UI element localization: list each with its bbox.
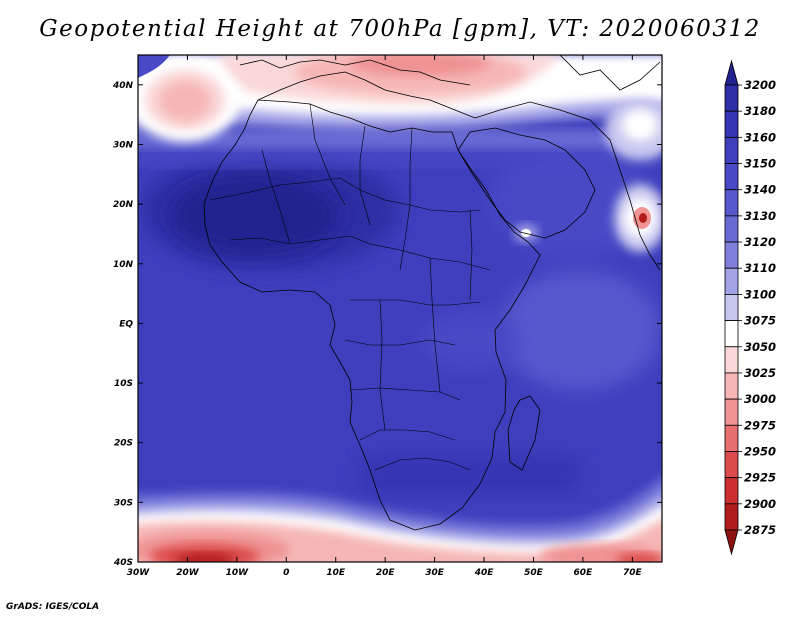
colorbar-segment xyxy=(724,529,739,556)
latitude-ticks: 40N 30N 20N 10N EQ 10S 20S 30S 40S xyxy=(112,81,662,568)
colorbar-segment xyxy=(724,84,739,112)
lat-tick-label: 40S xyxy=(113,558,133,568)
colorbar-segment xyxy=(724,189,739,217)
map-title: Geopotential Height at 700hPa [gpm], VT:… xyxy=(39,16,761,42)
lon-tick-label: 40E xyxy=(474,568,495,578)
lon-tick-label: 10W xyxy=(226,568,250,578)
lon-tick-label: 60E xyxy=(574,568,594,578)
colorbar-label: 3050 xyxy=(744,340,776,354)
colorbar-label: 3025 xyxy=(744,366,776,380)
lon-tick-label: 30W xyxy=(127,568,151,578)
lon-tick-label: 20W xyxy=(176,568,200,578)
colorbar-label: 3130 xyxy=(744,209,776,223)
colorbar-label: 3160 xyxy=(744,130,776,144)
colorbar-label: 2900 xyxy=(744,497,776,511)
lat-tick-label: 30N xyxy=(113,140,134,150)
colorbar-label: 3000 xyxy=(744,392,776,406)
colorbar-label: 3200 xyxy=(744,78,776,92)
colorbar-label: 2925 xyxy=(744,471,776,485)
lat-tick-label: 20S xyxy=(114,439,133,449)
colorbar-label: 3140 xyxy=(744,183,776,197)
colorbar-segment xyxy=(724,110,739,138)
colorbar-segment xyxy=(724,241,739,269)
colorbar-segment xyxy=(724,424,739,452)
country-borders xyxy=(209,103,491,471)
lat-tick-label: 10S xyxy=(114,379,133,389)
lon-tick-label: 20E xyxy=(376,568,396,578)
lat-tick-label: EQ xyxy=(119,319,133,329)
lon-tick-label: 10E xyxy=(326,568,346,578)
colorbar-segment xyxy=(724,503,739,531)
colorbar-segment xyxy=(724,163,739,191)
colorbar-label: 2875 xyxy=(744,523,776,537)
colorbar-segment xyxy=(724,451,739,479)
lon-tick-label: 30E xyxy=(425,568,445,578)
colorbar-segment xyxy=(724,346,739,374)
colorbar-label: 3100 xyxy=(744,287,776,301)
colorbar-segment xyxy=(724,59,739,86)
grads-credit: GrADS: IGES/COLA xyxy=(6,602,100,612)
coastlines xyxy=(203,55,661,531)
height-field xyxy=(138,55,662,562)
colorbar-label: 3110 xyxy=(744,261,776,275)
colorbar-segment xyxy=(724,267,739,295)
colorbar-segment xyxy=(724,398,739,426)
lon-tick-label: 70E xyxy=(623,568,643,578)
lat-tick-label: 30S xyxy=(114,498,133,508)
lon-tick-label: 0 xyxy=(283,568,289,578)
lat-tick-label: 10N xyxy=(113,260,134,270)
colorbar: 3200 3180 3160 3150 3140 3130 3120 3110 3100 3075… xyxy=(724,59,776,556)
colorbar-segment xyxy=(724,477,739,505)
colorbar-segment xyxy=(724,320,739,348)
colorbar-segment xyxy=(724,294,739,321)
lat-tick-label: 40N xyxy=(112,81,134,91)
colorbar-label: 3075 xyxy=(744,314,776,328)
colorbar-label: 3180 xyxy=(744,104,776,118)
longitude-ticks: 30W 20W 10W 0 10E 20E 30E 40E 50E 60E 70E xyxy=(127,55,643,578)
colorbar-segment xyxy=(724,136,739,164)
lat-tick-label: 20N xyxy=(113,200,134,210)
colorbar-label: 3150 xyxy=(744,157,776,171)
colorbar-label: 2975 xyxy=(744,418,776,432)
colorbar-segment xyxy=(724,372,739,400)
colorbar-label: 3120 xyxy=(744,235,776,249)
lon-tick-label: 50E xyxy=(524,568,544,578)
colorbar-segment xyxy=(724,215,739,243)
colorbar-label: 2950 xyxy=(744,444,776,458)
map-frame xyxy=(137,54,663,563)
